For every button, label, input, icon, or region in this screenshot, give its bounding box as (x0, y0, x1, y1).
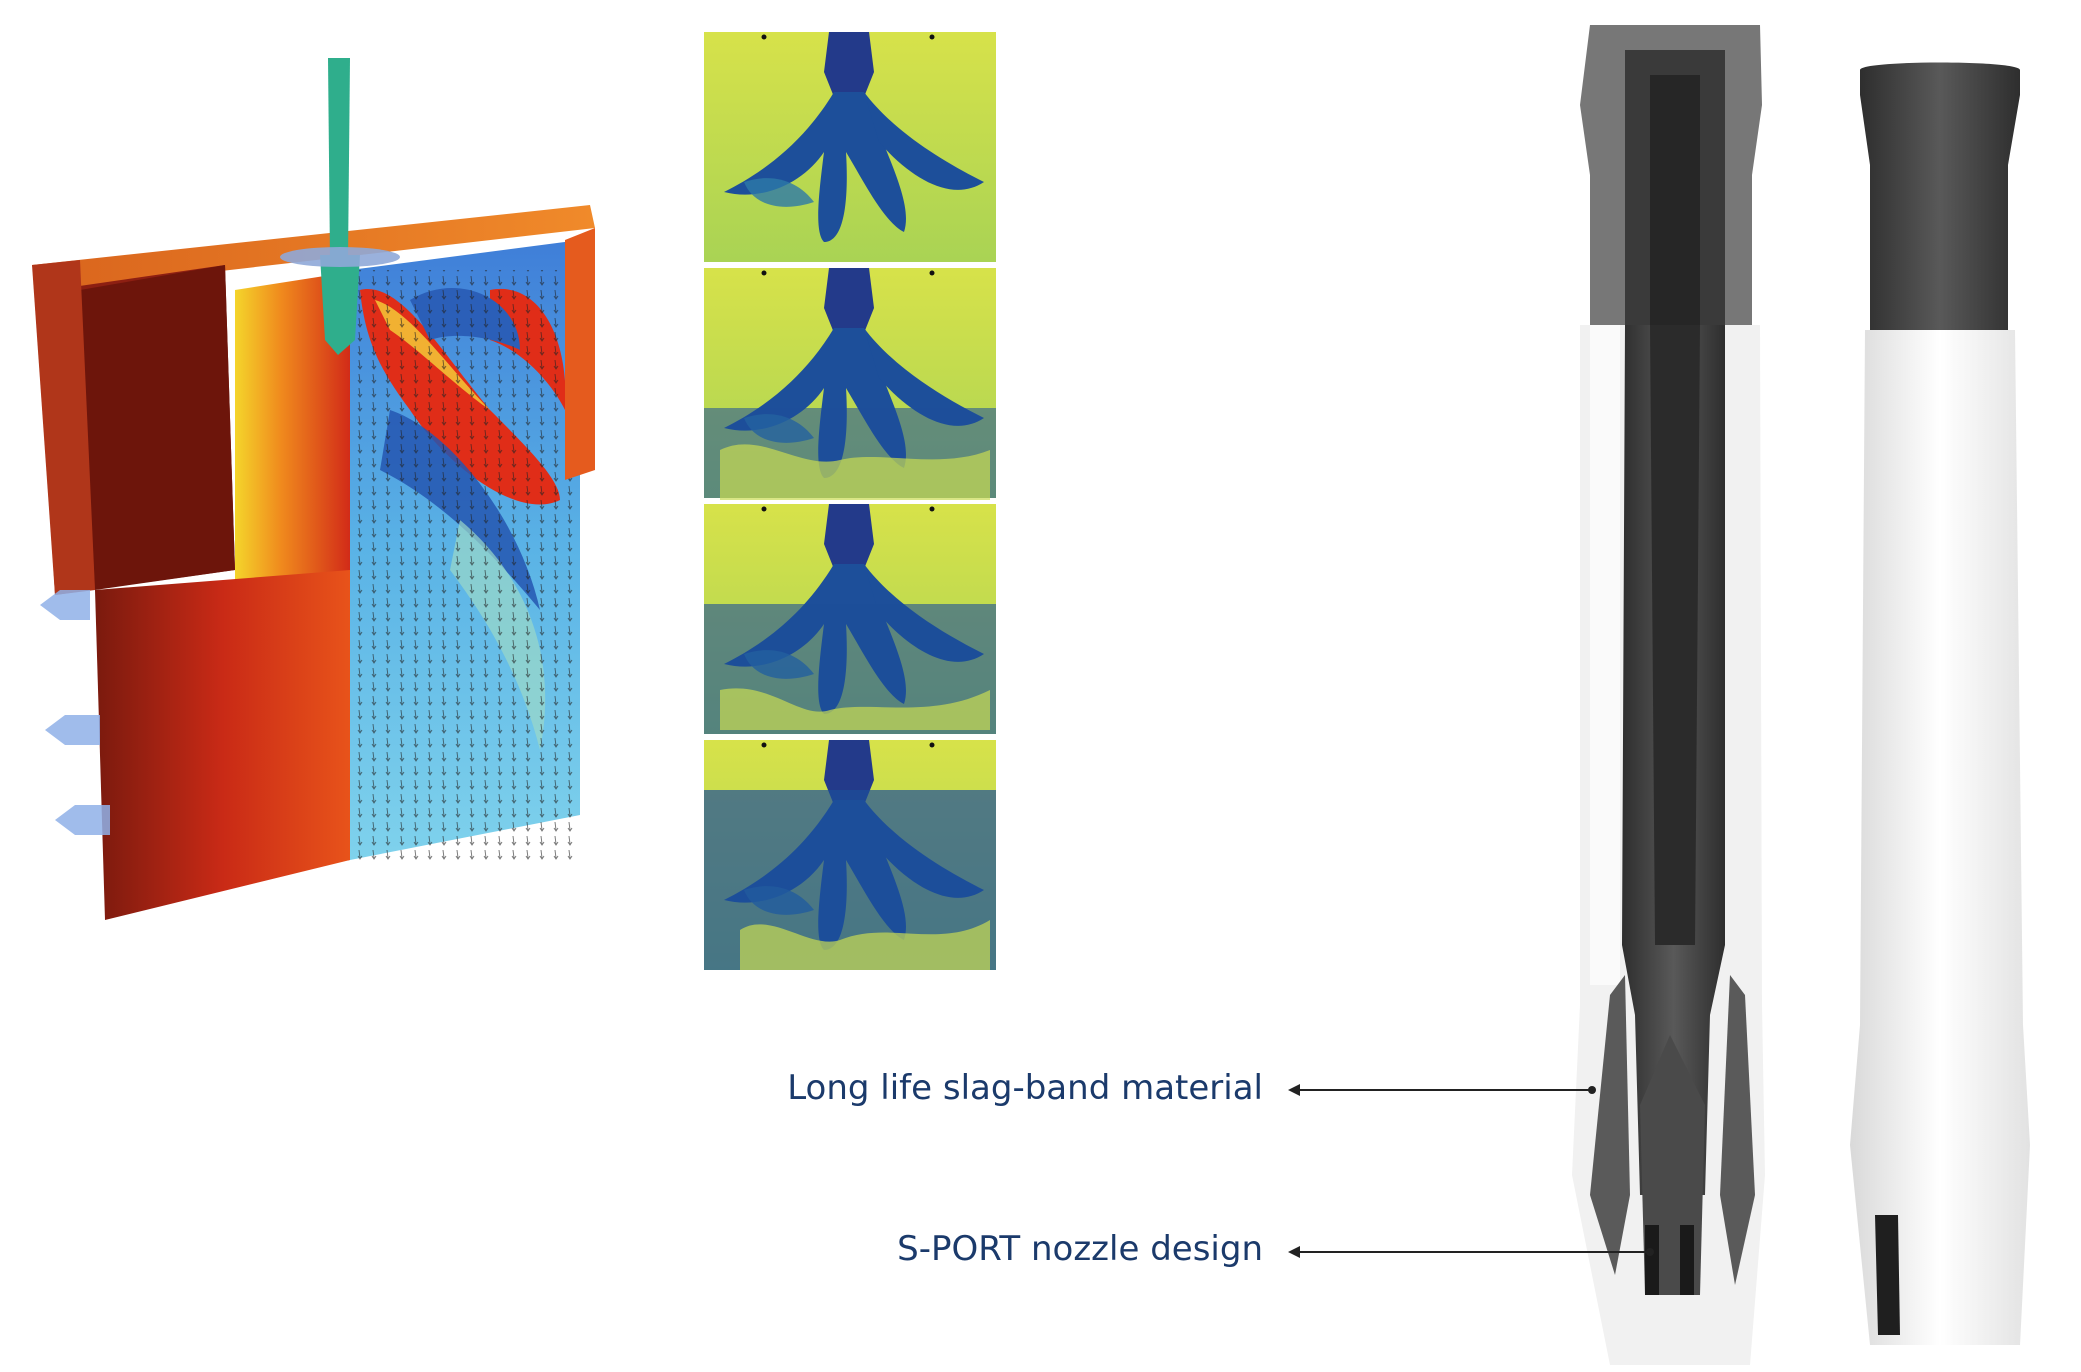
flow-panel-2 (704, 268, 996, 500)
slag-band-label: Long life slag-band material (787, 1068, 1263, 1108)
nozzle-cutaway (1572, 25, 1765, 1365)
jet-flow-sequence-panels (704, 32, 996, 970)
flow-panel-4 (704, 740, 996, 970)
s-port-label: S-PORT nozzle design (897, 1229, 1263, 1269)
s-port-arrow (1288, 1246, 1654, 1258)
slag-band-arrow (1288, 1084, 1596, 1096)
nozzle-exterior (1850, 62, 2030, 1345)
cfd-mould-simulation-image (32, 58, 595, 920)
nozzle-images (1572, 25, 2030, 1365)
flow-panel-3 (704, 504, 996, 734)
